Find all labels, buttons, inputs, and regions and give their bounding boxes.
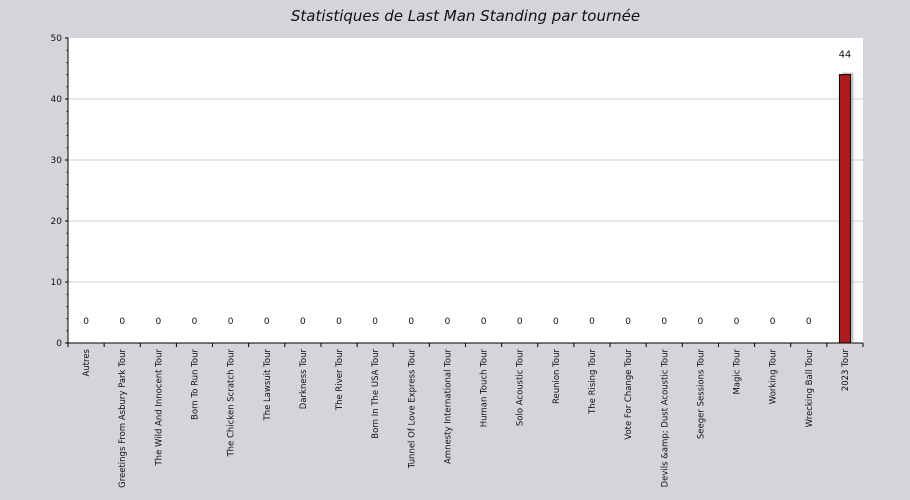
x-tick-label: Vote For Change Tour: [624, 349, 634, 440]
data-label: 0: [408, 317, 414, 327]
y-tick-label: 20: [51, 217, 63, 227]
data-label: 0: [445, 317, 451, 327]
x-tick-label: Devils &amp; Dust Acoustic Tour: [660, 348, 670, 487]
x-tick-label: Reunion Tour: [552, 349, 562, 405]
data-label: 0: [228, 317, 234, 327]
x-tick-label: Amnesty International Tour: [443, 349, 453, 464]
data-label: 0: [553, 317, 559, 327]
x-tick-label: 2023 Tour: [841, 349, 851, 392]
x-tick-label: Born In The USA Tour: [371, 349, 381, 439]
x-tick-label: Wrecking Ball Tour: [805, 349, 815, 428]
data-label: 0: [83, 317, 89, 327]
y-tick-label: 30: [51, 156, 63, 166]
x-tick-label: The Chicken Scratch Tour: [227, 349, 237, 458]
data-label: 0: [661, 317, 667, 327]
y-tick-label: 0: [56, 339, 62, 349]
x-tick-label: Human Touch Tour: [480, 349, 490, 428]
x-tick-label: Solo Acoustic Tour: [516, 349, 526, 427]
y-tick-label: 50: [51, 34, 63, 44]
data-label: 0: [517, 317, 523, 327]
data-label: 0: [300, 317, 306, 327]
data-label: 0: [625, 317, 631, 327]
x-tick-label: The Rising Tour: [588, 349, 598, 415]
x-tick-label: Greetings From Asbury Park Tour: [118, 349, 128, 488]
plot-background: [68, 38, 863, 343]
chart-title: Statistiques de Last Man Standing par to…: [291, 7, 640, 25]
data-label: 0: [481, 317, 487, 327]
x-tick-label: Seeger Sessions Tour: [696, 349, 706, 440]
data-label: 0: [192, 317, 198, 327]
data-label: 0: [806, 317, 812, 327]
bar: [838, 74, 851, 344]
x-tick-label: The Lawsuit Tour: [263, 348, 273, 421]
data-label: 0: [155, 317, 161, 327]
x-tick-label: Working Tour: [769, 348, 779, 404]
data-label: 44: [839, 50, 852, 61]
data-label: 0: [336, 317, 342, 327]
x-tick-label: Darkness Tour: [299, 349, 309, 410]
x-tick-label: Autres: [82, 348, 92, 376]
y-tick-label: 40: [51, 95, 63, 105]
x-tick-label: The Wild And Innocent Tour: [154, 349, 164, 467]
x-tick-label: Born To Run Tour: [190, 349, 200, 420]
x-tick-label: The River Tour: [335, 349, 345, 412]
data-label: 0: [770, 317, 776, 327]
data-label: 0: [734, 317, 740, 327]
y-tick-label: 10: [51, 278, 63, 288]
data-label: 0: [698, 317, 704, 327]
data-label: 0: [119, 317, 125, 327]
data-label: 0: [589, 317, 595, 327]
data-label: 0: [372, 317, 378, 327]
data-label: 0: [264, 317, 270, 327]
x-tick-label: Magic Tour: [733, 349, 743, 395]
plot-area: 0 10 20 30 40 50 Autres 0 Greetings From Asbury …: [51, 34, 864, 488]
x-tick-label: Tunnel Of Love Express Tour: [407, 349, 417, 470]
